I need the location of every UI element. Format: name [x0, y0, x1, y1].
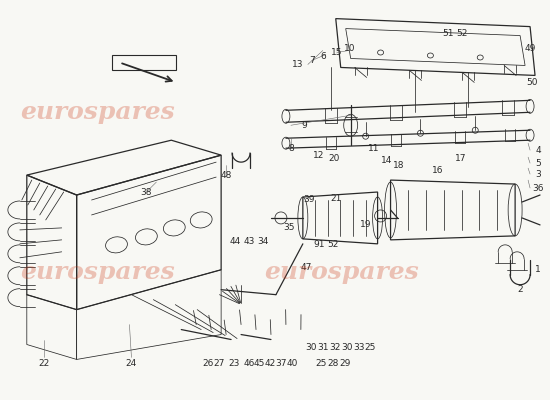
Text: 29: 29 [339, 359, 350, 368]
Text: 20: 20 [328, 154, 339, 163]
Text: 32: 32 [329, 343, 340, 352]
Text: 4: 4 [535, 146, 541, 155]
Text: 17: 17 [454, 154, 466, 163]
Text: 26: 26 [202, 359, 214, 368]
Text: 18: 18 [393, 161, 404, 170]
Text: 9: 9 [301, 121, 307, 130]
Text: 44: 44 [229, 237, 241, 246]
Text: 11: 11 [368, 144, 380, 153]
Text: 6: 6 [320, 52, 326, 61]
Text: 2: 2 [518, 285, 523, 294]
Text: 35: 35 [283, 224, 295, 232]
Text: 1: 1 [535, 265, 541, 274]
Text: 5: 5 [535, 159, 541, 168]
Text: 34: 34 [257, 237, 269, 246]
Text: 23: 23 [228, 359, 240, 368]
Text: 13: 13 [292, 60, 304, 69]
Text: 31: 31 [317, 343, 328, 352]
Text: 49: 49 [524, 44, 536, 53]
Text: 7: 7 [309, 56, 315, 65]
Text: 37: 37 [275, 359, 287, 368]
Text: 45: 45 [254, 359, 265, 368]
Text: 25: 25 [315, 359, 327, 368]
Text: eurospares: eurospares [20, 100, 175, 124]
Text: 91: 91 [313, 240, 324, 249]
Text: 30: 30 [305, 343, 317, 352]
Text: 46: 46 [243, 359, 255, 368]
Text: eurospares: eurospares [20, 260, 175, 284]
Text: 42: 42 [265, 359, 276, 368]
Text: 10: 10 [344, 44, 355, 53]
Text: 24: 24 [126, 359, 137, 368]
Text: 25: 25 [364, 343, 375, 352]
Text: 3: 3 [535, 170, 541, 178]
Text: 30: 30 [341, 343, 353, 352]
Text: 28: 28 [327, 359, 338, 368]
Text: 43: 43 [243, 237, 255, 246]
Text: 52: 52 [327, 240, 338, 249]
Text: eurospares: eurospares [265, 260, 419, 284]
Text: 14: 14 [381, 156, 392, 165]
Text: 36: 36 [532, 184, 544, 192]
Text: 51: 51 [443, 29, 454, 38]
Text: 27: 27 [213, 359, 225, 368]
Text: 21: 21 [330, 194, 342, 202]
Text: 48: 48 [221, 170, 232, 180]
Text: 12: 12 [313, 151, 324, 160]
Text: 52: 52 [456, 29, 468, 38]
Text: 50: 50 [526, 78, 538, 87]
Text: 19: 19 [360, 220, 371, 230]
Text: 38: 38 [141, 188, 152, 196]
Text: 47: 47 [300, 263, 311, 272]
Text: 39: 39 [303, 196, 315, 204]
Text: 40: 40 [286, 359, 298, 368]
Text: 22: 22 [38, 359, 50, 368]
Text: 33: 33 [353, 343, 365, 352]
Text: 16: 16 [432, 166, 443, 175]
Text: 15: 15 [331, 48, 343, 57]
Text: 8: 8 [288, 144, 294, 153]
